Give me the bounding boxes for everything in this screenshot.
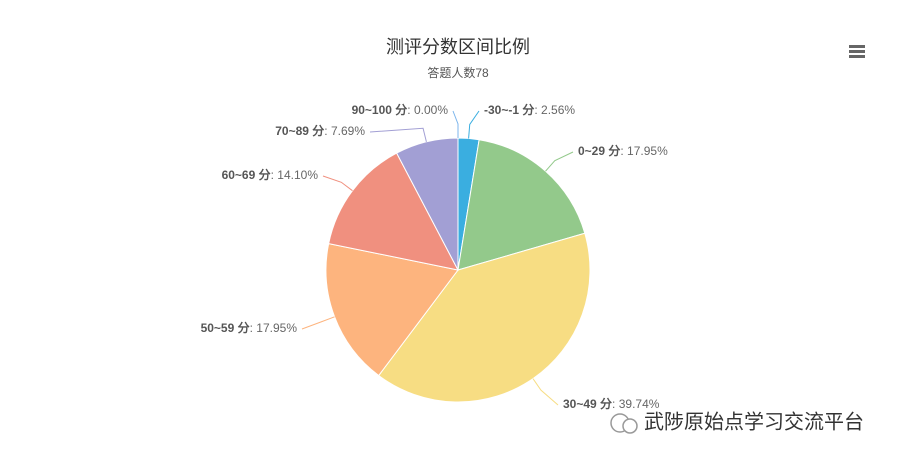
connector xyxy=(532,378,559,406)
chart-subtitle: 答题人数78 xyxy=(427,65,489,80)
value-label: 17.95% xyxy=(627,144,668,158)
separator: : xyxy=(534,103,541,117)
connector xyxy=(301,316,335,330)
icon-bubble xyxy=(622,418,638,434)
menu-button[interactable] xyxy=(846,40,868,62)
category-name: 90~100 分 xyxy=(352,102,408,117)
menu-bar xyxy=(849,45,865,48)
separator: : xyxy=(324,124,331,138)
watermark: 武陟原始点学习交流平台 xyxy=(644,410,864,433)
menu-bar xyxy=(849,50,865,53)
separator: : xyxy=(407,103,414,117)
connector xyxy=(468,110,480,139)
value-label: 0.00% xyxy=(414,103,448,117)
category-name: 70~89 分 xyxy=(275,123,324,138)
category-name: -30~-1 分 xyxy=(484,102,534,117)
category-name: 30~49 分 xyxy=(563,396,612,411)
watermark-icon xyxy=(610,413,638,434)
data-label: 90~100 分: 0.00% xyxy=(352,102,449,117)
connector xyxy=(369,127,427,142)
separator: : xyxy=(271,168,278,182)
data-label: 50~59 分: 17.95% xyxy=(201,320,298,335)
value-label: 17.95% xyxy=(256,321,297,335)
category-name: 0~29 分 xyxy=(578,143,620,158)
connector xyxy=(452,110,459,138)
value-label: 39.74% xyxy=(619,397,660,411)
category-name: 60~69 分 xyxy=(222,167,271,182)
pie-slice xyxy=(378,232,591,403)
data-label: 0~29 分: 17.95% xyxy=(578,143,668,158)
connector xyxy=(322,175,353,192)
pie-slice xyxy=(328,152,459,271)
data-label: 60~69 分: 14.10% xyxy=(222,167,319,182)
pie xyxy=(325,137,591,403)
menu-bar xyxy=(849,55,865,58)
separator: : xyxy=(612,397,619,411)
value-label: 14.10% xyxy=(277,168,318,182)
category-name: 50~59 分 xyxy=(201,320,250,335)
separator: : xyxy=(620,144,627,158)
data-label: 70~89 分: 7.69% xyxy=(275,123,365,138)
separator: : xyxy=(250,321,257,335)
value-label: 2.56% xyxy=(541,103,575,117)
data-label: -30~-1 分: 2.56% xyxy=(484,102,575,117)
data-label: 30~49 分: 39.74% xyxy=(563,396,660,411)
connector xyxy=(545,151,574,172)
value-label: 7.69% xyxy=(331,124,365,138)
chart-title: 测评分数区间比例 xyxy=(386,37,530,57)
pie-slice xyxy=(325,242,459,377)
